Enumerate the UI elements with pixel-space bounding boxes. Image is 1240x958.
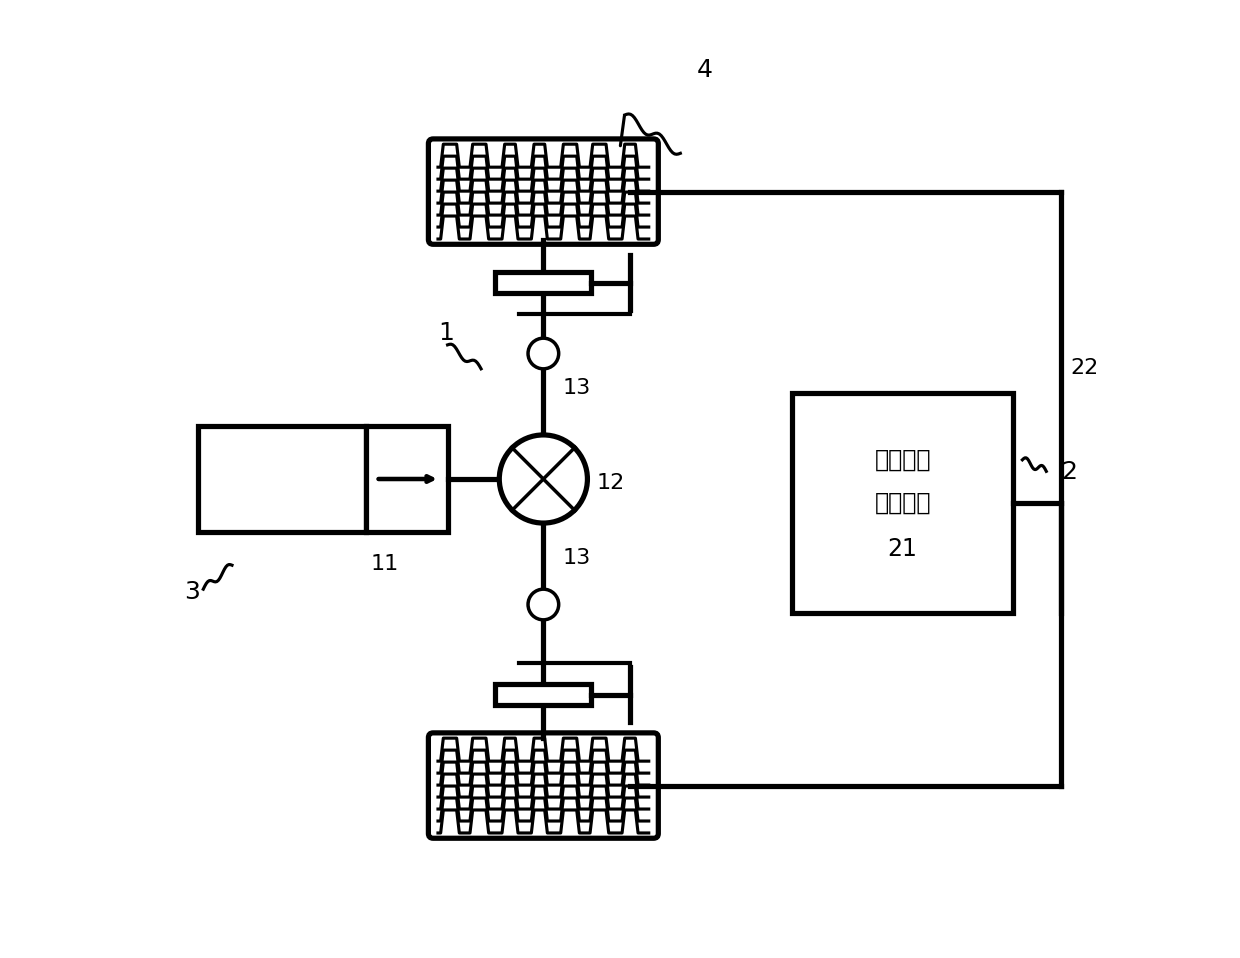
Text: 21: 21 [888, 536, 918, 561]
Bar [366, 426, 448, 532]
Text: 11: 11 [371, 554, 399, 574]
Text: 3: 3 [184, 580, 200, 604]
Bar [496, 684, 591, 705]
Text: 2: 2 [1060, 460, 1076, 484]
Text: 制动压力: 制动压力 [874, 447, 931, 472]
Bar [198, 426, 366, 532]
Circle shape [528, 338, 559, 369]
Text: 13: 13 [563, 378, 590, 399]
Text: 22: 22 [1070, 357, 1099, 377]
FancyBboxPatch shape [428, 733, 658, 838]
Circle shape [528, 589, 559, 620]
Text: 1: 1 [438, 321, 454, 345]
Circle shape [500, 435, 588, 523]
Text: 13: 13 [563, 548, 590, 568]
Bar [792, 393, 1013, 613]
Bar [496, 272, 591, 293]
Text: 调节模块: 调节模块 [874, 490, 931, 515]
FancyBboxPatch shape [428, 139, 658, 244]
Text: 12: 12 [596, 472, 625, 492]
Text: 4: 4 [697, 57, 713, 81]
